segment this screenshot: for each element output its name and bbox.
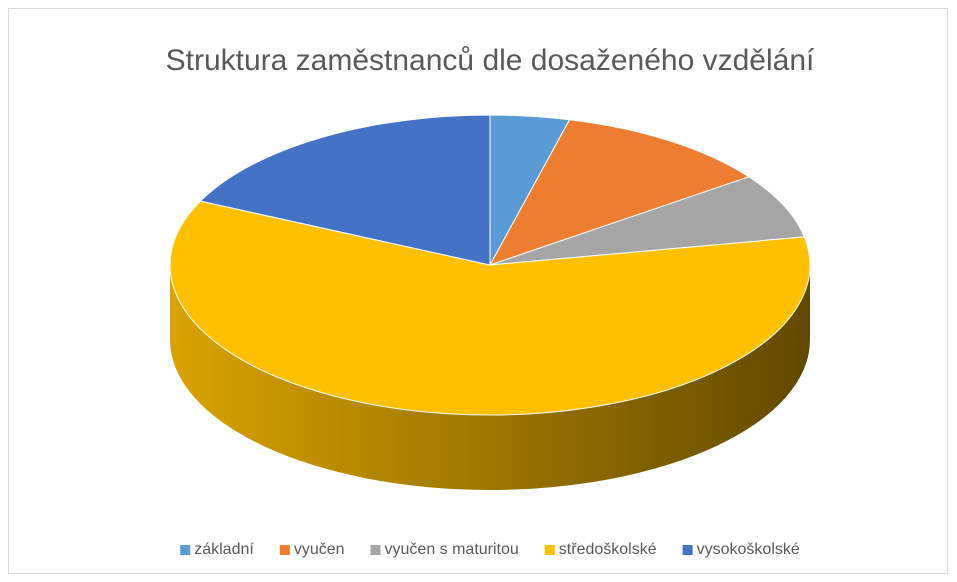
legend-swatch (544, 545, 555, 555)
slice (489, 176, 806, 266)
legend-label: vyučen s maturitou (385, 541, 519, 558)
legend-label: základní (194, 541, 254, 558)
slice-side (170, 265, 810, 490)
slice (169, 200, 811, 416)
chart-title: Struktura zaměstnanců dle dosaženého vzd… (166, 44, 815, 77)
legend-swatch (279, 545, 290, 555)
legend-label: vysokoškolské (697, 541, 800, 558)
legend-swatch (180, 545, 191, 555)
slice (199, 114, 491, 266)
legend-swatch (682, 545, 693, 555)
legend-swatch (370, 545, 381, 555)
slice (488, 119, 751, 266)
legend-label: vyučen (294, 541, 345, 558)
legend-label: středoškolské (559, 541, 657, 558)
